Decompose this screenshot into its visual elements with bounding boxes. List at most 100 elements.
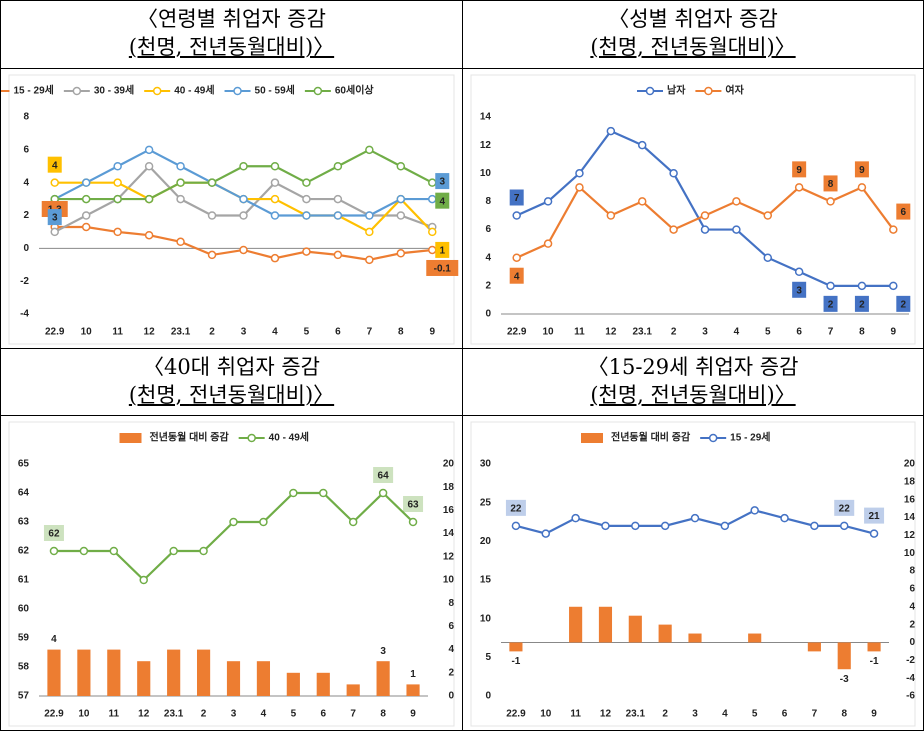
x-tick-label: 12 xyxy=(144,327,156,338)
data-label: 7 xyxy=(514,193,520,204)
data-label: 2 xyxy=(828,299,834,310)
data-label: 62 xyxy=(48,529,60,540)
legend-marker xyxy=(152,86,162,96)
x-tick-label: 22.9 xyxy=(44,709,64,720)
marker xyxy=(109,546,119,556)
x-tick-label: 2 xyxy=(201,709,207,720)
marker xyxy=(270,178,280,187)
marker xyxy=(365,211,374,220)
x-tick-label: 12 xyxy=(605,327,617,338)
y2-tick-label: 20 xyxy=(443,459,455,470)
x-tick-label: 7 xyxy=(828,327,834,338)
x-tick-label: 10 xyxy=(78,709,90,720)
x-tick-label: 7 xyxy=(350,709,356,720)
marker xyxy=(732,197,741,206)
data-label-box xyxy=(509,267,524,284)
y-tick-label: 64 xyxy=(18,488,30,499)
marker xyxy=(750,506,759,515)
data-label: 1 xyxy=(410,669,416,680)
subtitle: (천명, 전년동월대비)〉 xyxy=(590,35,796,59)
x-tick-label: 11 xyxy=(109,709,120,720)
marker xyxy=(270,162,280,171)
bar xyxy=(688,633,702,643)
y2-tick-label: 16 xyxy=(904,494,916,505)
data-label-box xyxy=(792,281,807,298)
line xyxy=(54,148,433,201)
y2-tick-label: 0 xyxy=(909,637,915,648)
marker xyxy=(690,513,700,523)
bar xyxy=(256,661,271,696)
marker xyxy=(396,162,406,171)
legend-marker xyxy=(708,433,718,443)
marker xyxy=(176,162,185,171)
x-tick-label: 10 xyxy=(81,327,93,338)
y2-tick-label: -2 xyxy=(906,655,915,666)
x-tick-label: 7 xyxy=(812,709,818,720)
header-cell: 〈연령별 취업자 증감 (천명, 전년동월대비)〉 xyxy=(0,0,463,69)
data-label-box xyxy=(896,203,911,220)
marker xyxy=(511,521,521,531)
marker xyxy=(428,245,437,255)
marker xyxy=(869,529,879,538)
marker xyxy=(169,546,178,556)
data-label: 6 xyxy=(901,207,907,218)
marker xyxy=(348,517,358,527)
x-tick-label: 6 xyxy=(782,709,788,720)
y-tick-label: 8 xyxy=(23,112,29,123)
x-tick-label: 9 xyxy=(871,709,877,720)
line xyxy=(53,491,414,582)
marker xyxy=(763,253,773,262)
data-label: 1 xyxy=(439,246,445,257)
marker xyxy=(606,211,616,220)
marker xyxy=(144,230,154,240)
marker xyxy=(270,253,280,263)
y2-tick-label: 14 xyxy=(443,528,455,539)
marker xyxy=(512,211,521,220)
marker xyxy=(365,145,374,155)
x-tick-label: 22.9 xyxy=(506,709,526,720)
marker xyxy=(857,281,867,291)
data-label: -1 xyxy=(870,656,879,667)
marker xyxy=(631,521,640,531)
x-tick-label: 22.9 xyxy=(45,327,65,338)
y2-tick-label: 4 xyxy=(909,601,915,612)
x-tick-label: 9 xyxy=(891,327,897,338)
y2-tick-label: -4 xyxy=(906,673,915,684)
marker xyxy=(81,178,91,187)
legend-label: 15 - 29세 xyxy=(14,84,54,97)
bar xyxy=(346,684,360,696)
x-tick-label: 6 xyxy=(796,327,802,338)
marker xyxy=(333,162,343,171)
bar xyxy=(226,661,241,696)
marker xyxy=(794,267,804,277)
marker xyxy=(637,140,647,150)
y-tick-label: 57 xyxy=(18,691,30,702)
legend-label: 40 - 49세 xyxy=(269,431,309,444)
marker xyxy=(606,126,616,136)
marker xyxy=(601,521,610,531)
plot-frame xyxy=(8,421,455,727)
x-tick-label: 11 xyxy=(570,709,581,720)
y-tick-label: 0 xyxy=(485,309,491,320)
y2-tick-label: -6 xyxy=(906,691,915,702)
title: 〈15-29세 취업자 증감 xyxy=(587,355,799,379)
chart-cell: -4 -2 0 2 4 6 8 22.9 10 11 12 23.1 2 3 4 5 6 7 8 9 15 - 29세 3… xyxy=(0,68,463,349)
x-tick-label: 6 xyxy=(335,327,341,338)
chart-cell: 0 5 10 15 20 25 30 -6 -4 -2 0 2 4 6 8 10 12 14 16 18 20 22.9 1… xyxy=(462,415,924,731)
y2-tick-label: 4 xyxy=(448,644,454,655)
marker xyxy=(239,211,248,220)
data-label: 4 xyxy=(514,271,520,282)
y-tick-label: 61 xyxy=(18,575,30,586)
y-tick-label: -4 xyxy=(20,309,29,320)
marker xyxy=(113,162,122,171)
data-label-box xyxy=(864,507,885,524)
y2-tick-label: 0 xyxy=(448,691,454,702)
x-tick-label: 4 xyxy=(272,327,278,338)
marker xyxy=(176,194,185,204)
y-tick-label: 2 xyxy=(23,210,29,221)
data-label-box xyxy=(896,295,911,312)
y-tick-label: 12 xyxy=(480,140,492,151)
bar xyxy=(598,606,613,643)
